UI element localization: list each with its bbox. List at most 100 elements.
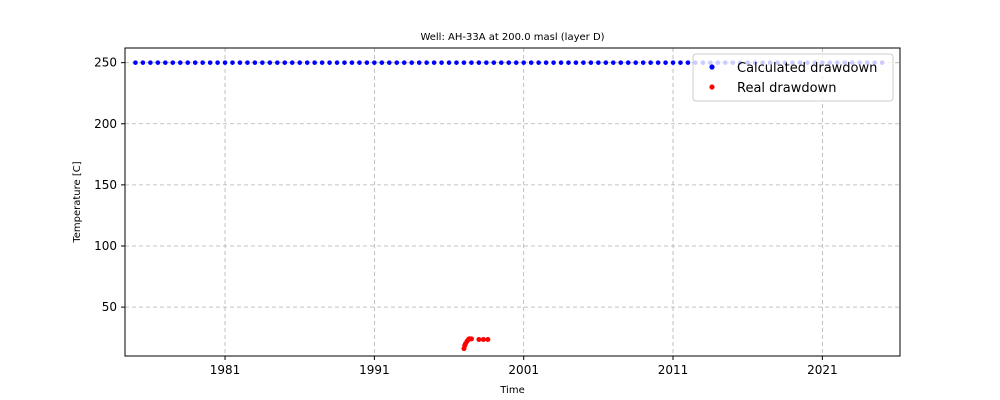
calculated-point	[207, 60, 213, 65]
calculated-point	[252, 60, 258, 65]
legend-marker-calculated	[709, 64, 715, 70]
calculated-point	[566, 60, 571, 65]
calculated-point	[192, 60, 198, 65]
legend-box	[692, 53, 894, 102]
calculated-point	[200, 60, 205, 65]
calculated-point	[245, 60, 250, 65]
x-tick-label: 2001	[508, 363, 539, 377]
calculated-point	[289, 60, 295, 65]
calculated-point	[558, 60, 564, 65]
calculated-point	[528, 60, 534, 65]
calculated-point	[416, 60, 422, 65]
calculated-point	[551, 60, 556, 65]
y-tick-label: 50	[102, 300, 117, 314]
calculated-point	[506, 60, 512, 65]
calculated-point	[222, 60, 228, 65]
calculated-point	[140, 60, 146, 65]
calculated-point	[327, 60, 332, 65]
real-point	[485, 337, 491, 342]
calculated-point	[431, 60, 437, 65]
calculated-point	[401, 60, 407, 65]
y-axis-label: Temperature [C]	[72, 161, 83, 243]
calculated-point	[394, 60, 400, 65]
calculated-point	[133, 60, 138, 65]
x-axis-label: Time	[499, 385, 524, 396]
x-tick-label: 1981	[210, 363, 241, 377]
calculated-point	[685, 60, 691, 65]
calculated-point	[521, 60, 526, 65]
real-point	[476, 337, 482, 342]
calculated-point	[513, 60, 519, 65]
x-tick-label: 2021	[807, 363, 838, 377]
calculated-point	[476, 60, 482, 65]
calculated-point	[484, 60, 489, 65]
calculated-point	[581, 60, 586, 65]
calculated-point	[163, 60, 168, 65]
calculated-point	[275, 60, 280, 65]
calculated-point	[334, 60, 340, 65]
axis-ticks: 1981 1991 2001 2011 2021 50 100 150 200 250	[94, 56, 838, 377]
calculated-point	[319, 60, 325, 65]
calculated-point	[297, 60, 303, 65]
real-point	[480, 337, 486, 342]
calculated-point	[357, 60, 362, 65]
legend: Calculated drawdown Real drawdown	[692, 53, 894, 102]
calculated-point	[304, 60, 310, 65]
legend-label-calculated: Calculated drawdown	[737, 61, 877, 76]
calculated-point	[633, 60, 638, 65]
calculated-point	[446, 60, 452, 65]
real-drawdown-points	[461, 336, 491, 352]
calculated-point	[625, 60, 631, 65]
legend-marker-real	[709, 84, 715, 90]
calculated-point	[618, 60, 624, 65]
y-tick-label: 100	[94, 239, 117, 253]
calculated-point	[409, 60, 415, 65]
calculated-point	[655, 60, 661, 65]
calculated-point	[185, 60, 191, 65]
calculated-point	[536, 60, 541, 65]
calculated-point	[230, 60, 235, 65]
calculated-point	[424, 60, 429, 65]
real-point	[468, 336, 474, 342]
calculated-point	[148, 60, 153, 65]
x-tick-label: 2011	[658, 363, 689, 377]
legend-label-real: Real drawdown	[737, 81, 836, 96]
calculated-point	[610, 60, 616, 65]
calculated-point	[439, 60, 444, 65]
calculated-point	[603, 60, 609, 65]
calculated-point	[237, 60, 243, 65]
calculated-point	[312, 60, 317, 65]
calculated-point	[379, 60, 385, 65]
calculated-point	[372, 60, 377, 65]
calculated-point	[260, 60, 265, 65]
calculated-point	[454, 60, 459, 65]
calculated-point	[469, 60, 474, 65]
calculated-point	[588, 60, 594, 65]
calculated-point	[215, 60, 220, 65]
calculated-point	[170, 60, 176, 65]
calculated-point	[267, 60, 273, 65]
calculated-point	[543, 60, 549, 65]
chart-title: Well: AH-33A at 200.0 masl (layer D)	[420, 32, 604, 43]
calculated-point	[491, 60, 497, 65]
calculated-point	[349, 60, 355, 65]
calculated-point	[282, 60, 288, 65]
calculated-point	[177, 60, 183, 65]
calculated-point	[387, 60, 392, 65]
calculated-point	[678, 60, 683, 65]
calculated-point	[342, 60, 347, 65]
y-tick-label: 150	[94, 178, 117, 192]
y-tick-label: 250	[94, 56, 117, 70]
calculated-point	[573, 60, 579, 65]
calculated-point	[364, 60, 370, 65]
plot-frame	[124, 47, 901, 357]
calculated-point	[640, 60, 646, 65]
calculated-point	[663, 60, 668, 65]
calculated-point	[596, 60, 601, 65]
calculated-point	[155, 60, 161, 65]
y-tick-label: 200	[94, 117, 117, 131]
calculated-point	[670, 60, 676, 65]
calculated-point	[648, 60, 653, 65]
calculated-point	[499, 60, 504, 65]
